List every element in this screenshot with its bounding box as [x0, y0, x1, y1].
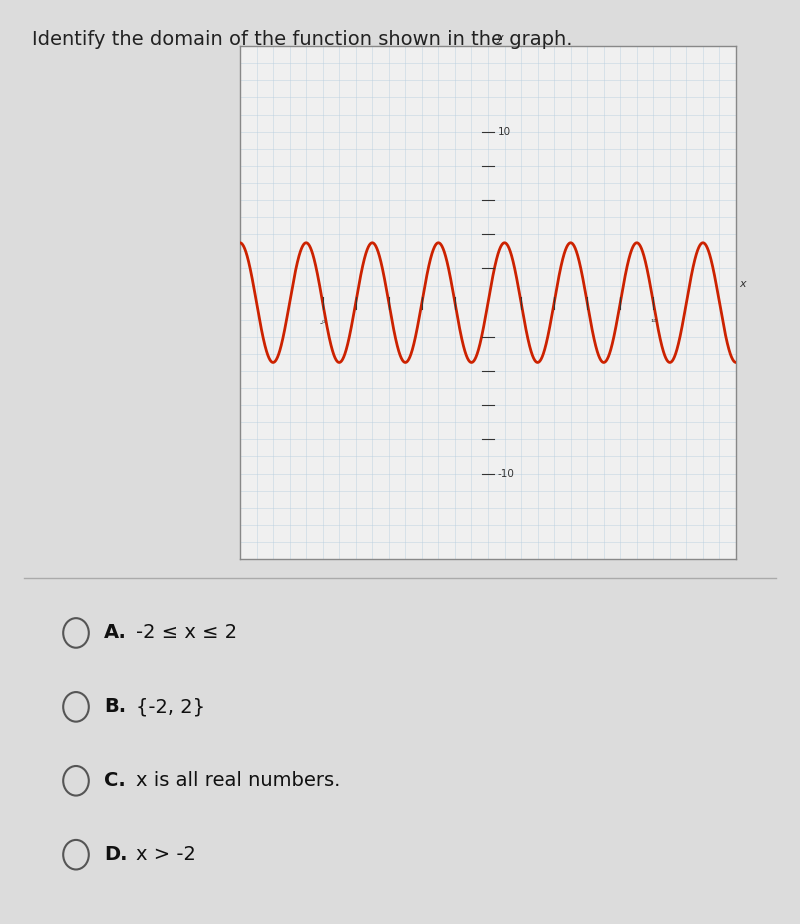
- Text: B.: B.: [104, 698, 126, 716]
- Text: x > -2: x > -2: [136, 845, 196, 864]
- Text: -2 ≤ x ≤ 2: -2 ≤ x ≤ 2: [136, 624, 237, 642]
- Text: {-2, 2}: {-2, 2}: [136, 698, 205, 716]
- Text: x: x: [739, 279, 746, 289]
- Text: -⁰: -⁰: [319, 318, 326, 327]
- Text: y: y: [496, 32, 503, 43]
- Text: C.: C.: [104, 772, 126, 790]
- Text: 10: 10: [498, 127, 511, 137]
- Text: D.: D.: [104, 845, 127, 864]
- Text: -10: -10: [498, 468, 514, 479]
- Text: Identify the domain of the function shown in the graph.: Identify the domain of the function show…: [32, 30, 573, 49]
- Text: A.: A.: [104, 624, 127, 642]
- Text: x is all real numbers.: x is all real numbers.: [136, 772, 340, 790]
- Text: ¹⁰: ¹⁰: [650, 318, 657, 327]
